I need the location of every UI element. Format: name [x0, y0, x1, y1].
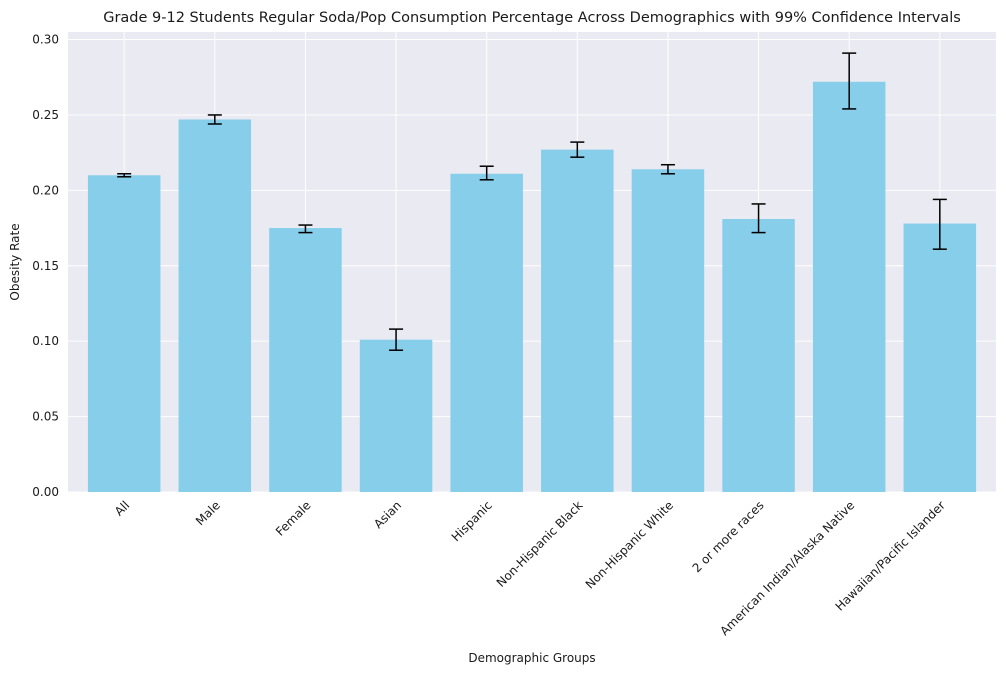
bar-5 [450, 173, 523, 492]
x-tick-label: Asian [371, 498, 404, 531]
y-tick-label: 0.15 [32, 259, 59, 273]
bar-7 [631, 169, 705, 492]
error-bar-2 [207, 114, 222, 125]
y-tick-label: 0.05 [32, 410, 59, 424]
y-tick-label: 0.20 [32, 183, 59, 197]
error-bar-4 [389, 328, 404, 351]
x-tick-label: Hispanic [449, 498, 495, 544]
chart-title: Grade 9-12 Students Regular Soda/Pop Con… [103, 10, 961, 26]
error-bar-8 [751, 203, 766, 234]
error-bars [117, 52, 947, 351]
bar-3 [269, 228, 342, 493]
y-tick-label: 0.10 [32, 334, 59, 348]
x-tick-label: Female [273, 498, 314, 539]
error-bar-3 [298, 224, 313, 234]
y-tick-label: 0.00 [32, 485, 59, 499]
bar-1 [87, 175, 161, 492]
x-tick-label: Non-Hispanic Black [494, 498, 586, 590]
y-tick-labels: 0.00 0.05 0.10 0.15 0.20 0.25 0.30 [32, 33, 59, 499]
error-bar-6 [570, 141, 585, 158]
y-tick-label: 0.25 [32, 108, 59, 122]
bar-2 [178, 119, 252, 493]
error-bar-1 [117, 173, 132, 178]
bar-4 [359, 339, 433, 492]
error-bar-9 [842, 52, 857, 110]
bars [87, 81, 977, 493]
y-axis-label: Obesity Rate [8, 223, 22, 300]
x-tick-label: All [112, 498, 132, 518]
error-bar-10 [932, 198, 947, 250]
x-axis-label: Demographic Groups [468, 651, 595, 665]
bar-6 [541, 149, 614, 492]
x-tick-label: Non-Hispanic White [583, 498, 676, 591]
x-tick-label: Male [193, 498, 223, 528]
error-bar-7 [660, 163, 675, 175]
bar-9 [812, 81, 886, 492]
bar-8 [722, 219, 795, 492]
bar-10 [903, 223, 977, 492]
y-tick-label: 0.30 [32, 33, 59, 47]
error-bar-5 [479, 165, 494, 181]
x-tick-label: 2 or more races [690, 498, 767, 575]
